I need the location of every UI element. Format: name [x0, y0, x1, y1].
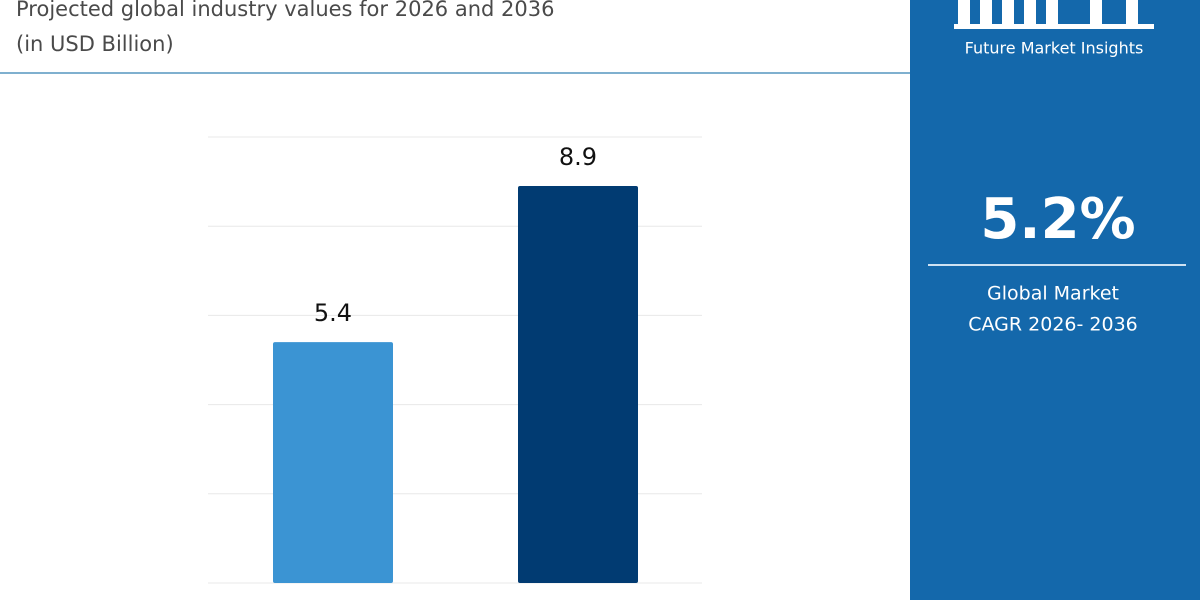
cagr-label: Global Market [987, 283, 1119, 305]
chart-title: Projected global industry values for 202… [16, 0, 554, 21]
data-label: 5.4 [314, 299, 352, 327]
brand-name: Future Market Insights [965, 39, 1144, 58]
data-label: 8.9 [559, 143, 597, 171]
bar [518, 186, 638, 583]
brand-logo [954, 0, 1154, 29]
chart-subtitle: (in USD Billion) [16, 32, 174, 56]
bar [273, 342, 393, 583]
side-panel [910, 0, 1200, 600]
cagr-label: CAGR 2026- 2036 [968, 314, 1138, 336]
cagr-value: 5.2% [980, 187, 1135, 252]
